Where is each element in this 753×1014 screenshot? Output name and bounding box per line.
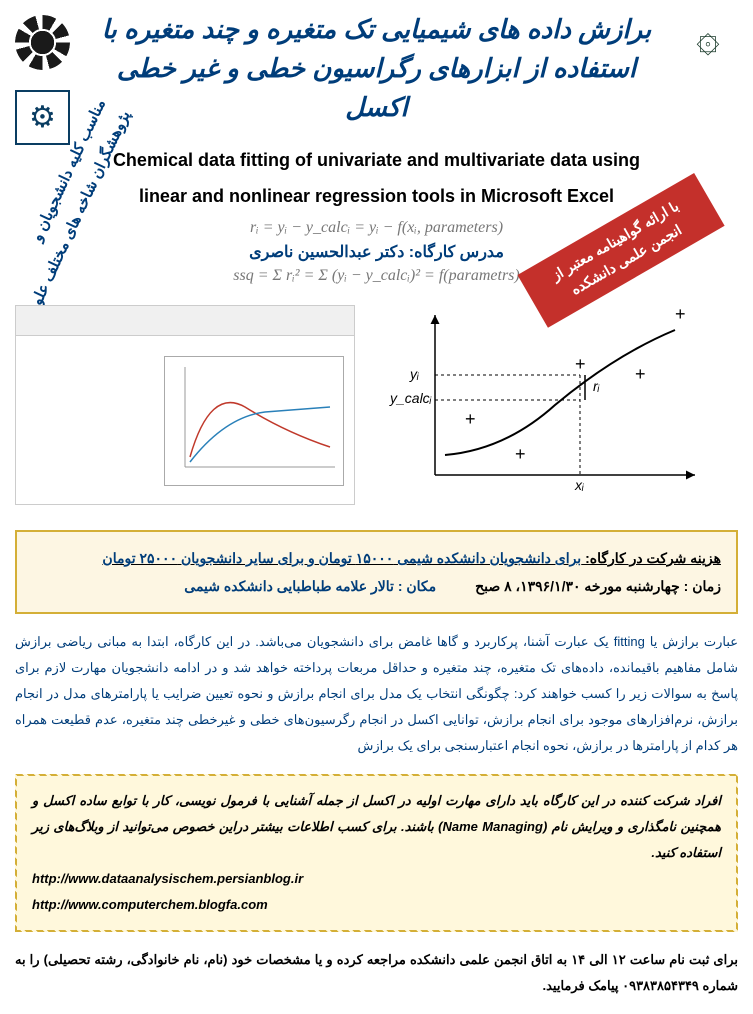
title-farsi-line1: برازش داده های شیمیایی تک متغیره و چند م…: [95, 10, 658, 49]
prerequisites-box: افراد شرکت کننده در این کارگاه باید دارا…: [15, 774, 738, 932]
association-logo: [15, 15, 70, 70]
title-farsi-line2: استفاده از ابزارهای رگراسیون خطی و غیر خ…: [95, 49, 658, 127]
time-location-line: زمان : چهارشنبه مورخه ۱۳۹۶/۱/۳۰، ۸ صبح م…: [32, 572, 721, 600]
svg-text:+: +: [675, 305, 686, 324]
emblem-icon: ۞: [696, 15, 719, 61]
time-label: زمان : چهارشنبه مورخه ۱۳۹۶/۱/۳۰، ۸ صبح: [475, 578, 721, 594]
institute-logo: [15, 90, 70, 145]
right-logo: ۞: [678, 15, 738, 105]
url-1: http://www.dataanalysischem.persianblog.…: [32, 866, 721, 892]
fee-box: هزینه شرکت در کارگاه: برای دانشجویان دان…: [15, 530, 738, 614]
excel-chart-svg: [165, 357, 345, 487]
description-text: عبارت برازش یا fitting یک عبارت آشنا، پر…: [0, 629, 753, 759]
svg-text:+: +: [635, 364, 646, 384]
fee-line: هزینه شرکت در کارگاه: برای دانشجویان دان…: [32, 544, 721, 572]
fee-amount: برای دانشجویان دانشکده شیمی ۱۵۰۰۰ تومان …: [102, 550, 581, 566]
prereq-text: افراد شرکت کننده در این کارگاه باید دارا…: [32, 788, 721, 866]
registration-text: برای ثبت نام ساعت ۱۲ الی ۱۴ به اتاق انجم…: [0, 947, 753, 1014]
location-label: مکان : تالار علامه طباطبایی دانشکده شیمی: [184, 578, 436, 594]
svg-text:+: +: [515, 444, 526, 464]
ri-label: rᵢ: [593, 378, 600, 394]
curve-svg: + + + + + yᵢ y_calcᵢ xᵢ rᵢ: [375, 305, 715, 505]
url-2: http://www.computerchem.blogfa.com: [32, 892, 721, 918]
excel-ribbon: [16, 306, 354, 336]
curve-graph: + + + + + yᵢ y_calcᵢ xᵢ rᵢ: [375, 305, 715, 505]
left-logos: [15, 15, 75, 145]
excel-screenshot: [15, 305, 355, 505]
xi-label: xᵢ: [574, 477, 584, 493]
title-english: Chemical data fitting of univariate and …: [15, 142, 738, 214]
fee-pre: هزینه شرکت در کارگاه:: [581, 550, 721, 566]
svg-text:+: +: [465, 409, 476, 429]
title-en-line2: linear and nonlinear regression tools in…: [15, 178, 738, 214]
yi-label: yᵢ: [409, 366, 419, 382]
ycalc-label: y_calcᵢ: [389, 390, 432, 406]
svg-text:+: +: [575, 354, 586, 374]
excel-chart: [164, 356, 344, 486]
